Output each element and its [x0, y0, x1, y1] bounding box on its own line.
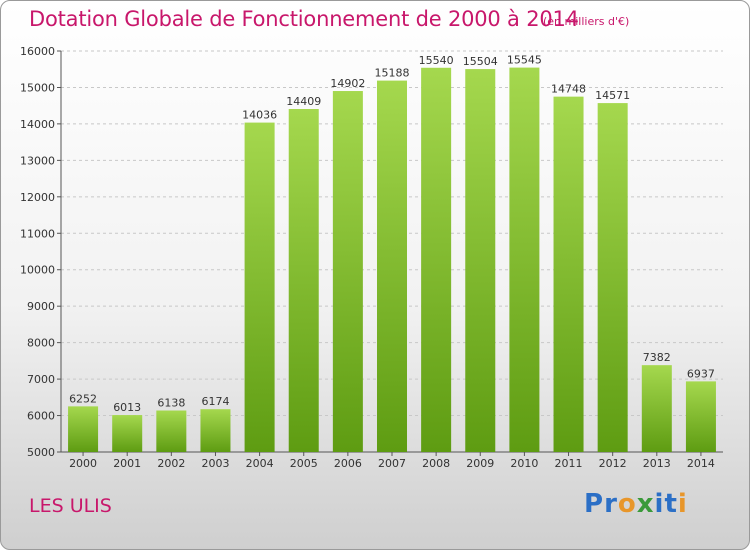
labels: 6252 6013 6138 6174 14036 14409 14902 15188 1554… — [69, 54, 715, 414]
bar — [509, 67, 540, 452]
bar — [200, 409, 231, 452]
x-tick-label: 2002 — [157, 457, 185, 470]
data-label: 14748 — [551, 83, 586, 96]
y-tick-label: 7000 — [27, 373, 55, 386]
bar — [376, 80, 408, 453]
bars — [68, 67, 716, 453]
bar — [465, 69, 496, 452]
logo-letter: i — [654, 489, 665, 519]
bar — [156, 410, 187, 452]
data-label: 6937 — [687, 367, 715, 380]
data-label: 14571 — [595, 89, 630, 102]
y-tick-label: 12000 — [20, 191, 55, 204]
data-label: 14902 — [330, 77, 365, 90]
logo-letter: i — [677, 489, 688, 519]
x-tick-label: 2007 — [378, 457, 406, 470]
x-tick-label: 2008 — [422, 457, 450, 470]
axes: 5000 6000 7000 8000 9000 10000 11000 12000 13000… — [20, 45, 723, 470]
city-name: LES ULIS — [29, 495, 112, 517]
data-label: 14036 — [242, 109, 277, 122]
x-tick-label: 2004 — [246, 457, 274, 470]
x-tick-label: 2006 — [334, 457, 362, 470]
bar — [288, 108, 319, 453]
y-tick-label: 8000 — [27, 337, 55, 350]
logo-letter: o — [617, 489, 637, 519]
bar — [641, 365, 672, 452]
y-tick-label: 13000 — [20, 154, 55, 167]
data-label: 6252 — [69, 392, 97, 405]
proxiti-logo: Proxiti — [584, 489, 688, 519]
data-label: 6174 — [201, 395, 229, 408]
logo-letter: P — [584, 489, 605, 519]
bar — [553, 96, 584, 453]
logo-letter: x — [636, 489, 655, 519]
x-tick-label: 2003 — [201, 457, 229, 470]
x-tick-label: 2013 — [643, 457, 671, 470]
data-label: 14409 — [286, 95, 321, 108]
y-tick-label: 14000 — [20, 118, 55, 131]
chart-title: Dotation Globale de Fonctionnement de 20… — [29, 7, 579, 31]
x-tick-label: 2010 — [510, 457, 538, 470]
y-tick-label: 10000 — [20, 264, 55, 277]
bar — [244, 122, 275, 452]
data-label: 15188 — [375, 67, 410, 80]
y-tick-label: 6000 — [27, 410, 55, 423]
y-tick-label: 15000 — [20, 81, 55, 94]
chart-subtitle: (en milliers d'€) — [543, 15, 630, 28]
y-tick-label: 9000 — [27, 300, 55, 313]
data-label: 15545 — [507, 54, 542, 67]
logo-letter: r — [604, 489, 618, 519]
x-tick-label: 2005 — [290, 457, 318, 470]
bar — [421, 67, 452, 452]
bar — [685, 381, 716, 452]
x-tick-label: 2012 — [599, 457, 627, 470]
y-tick-label: 16000 — [20, 45, 55, 58]
data-label: 7382 — [643, 351, 671, 364]
bar — [68, 406, 99, 452]
logo-letter: t — [664, 489, 678, 519]
data-label: 15540 — [419, 54, 454, 67]
x-tick-label: 2009 — [466, 457, 494, 470]
x-tick-label: 2014 — [687, 457, 715, 470]
data-label: 15504 — [463, 55, 498, 68]
bar — [332, 91, 363, 452]
data-label: 6138 — [157, 397, 185, 410]
data-label: 6013 — [113, 401, 141, 414]
x-tick-label: 2001 — [113, 457, 141, 470]
bar — [597, 103, 628, 453]
y-tick-label: 11000 — [20, 227, 55, 240]
y-tick-label: 5000 — [27, 446, 55, 459]
x-tick-label: 2011 — [555, 457, 583, 470]
x-tick-label: 2000 — [69, 457, 97, 470]
bar — [112, 415, 143, 452]
